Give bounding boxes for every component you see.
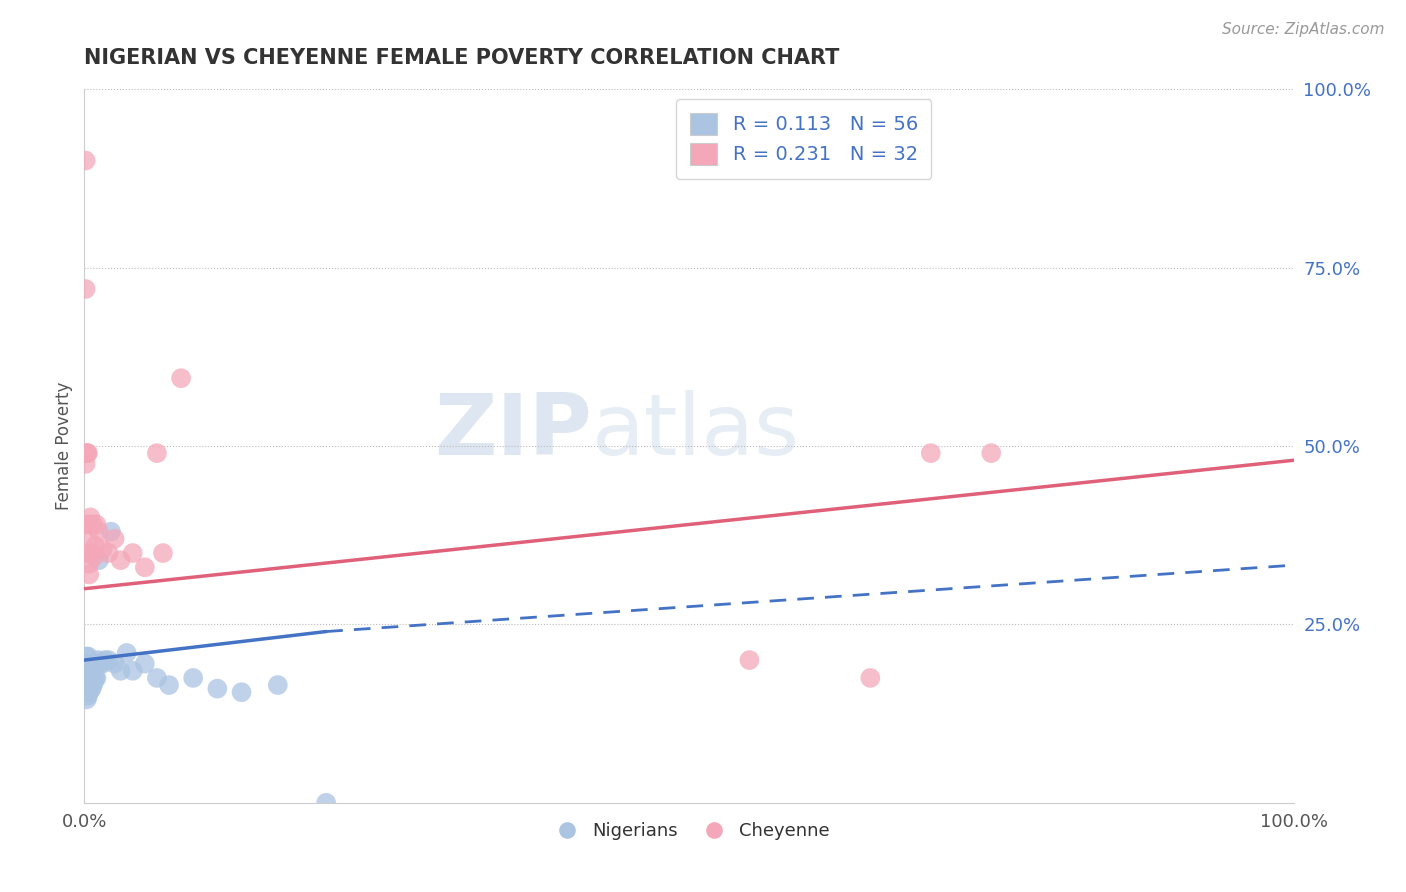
- Point: [79, 510, 101, 524]
- Point: [86, 671, 108, 685]
- Point: [100, 524, 122, 539]
- Point: [75, 671, 97, 685]
- Point: [75, 667, 97, 681]
- Point: [80, 681, 103, 696]
- Point: [77, 649, 100, 664]
- Point: [104, 657, 127, 671]
- Point: [77, 667, 100, 681]
- Point: [76, 517, 98, 532]
- Point: [91, 542, 114, 557]
- Point: [82, 671, 104, 685]
- Point: [83, 664, 105, 678]
- Point: [86, 653, 108, 667]
- Point: [121, 664, 143, 678]
- Point: [77, 664, 100, 678]
- Point: [181, 671, 204, 685]
- Point: [79, 681, 101, 696]
- Point: [146, 446, 169, 460]
- Point: [97, 546, 120, 560]
- Point: [110, 553, 132, 567]
- Point: [80, 546, 103, 560]
- Point: [77, 678, 100, 692]
- Point: [76, 657, 98, 671]
- Point: [77, 446, 100, 460]
- Point: [738, 653, 761, 667]
- Point: [76, 671, 98, 685]
- Point: [76, 678, 98, 692]
- Point: [79, 671, 101, 685]
- Point: [94, 653, 117, 667]
- Text: atlas: atlas: [592, 390, 800, 474]
- Point: [79, 517, 101, 532]
- Point: [75, 153, 97, 168]
- Point: [87, 524, 110, 539]
- Point: [157, 678, 180, 692]
- Point: [84, 660, 107, 674]
- Point: [77, 685, 100, 699]
- Point: [152, 546, 174, 560]
- Point: [77, 689, 100, 703]
- Point: [75, 457, 97, 471]
- Point: [115, 646, 138, 660]
- Point: [110, 664, 132, 678]
- Text: NIGERIAN VS CHEYENNE FEMALE POVERTY CORRELATION CHART: NIGERIAN VS CHEYENNE FEMALE POVERTY CORR…: [84, 48, 839, 68]
- Point: [980, 446, 1002, 460]
- Point: [82, 664, 104, 678]
- Point: [76, 685, 98, 699]
- Point: [76, 446, 98, 460]
- Point: [86, 517, 108, 532]
- Point: [104, 532, 127, 546]
- Point: [77, 546, 100, 560]
- Text: ZIP: ZIP: [434, 390, 592, 474]
- Point: [859, 671, 882, 685]
- Point: [83, 549, 105, 564]
- Point: [82, 517, 104, 532]
- Point: [146, 671, 169, 685]
- Point: [920, 446, 942, 460]
- Point: [170, 371, 193, 385]
- Point: [76, 446, 98, 460]
- Point: [75, 681, 97, 696]
- Point: [75, 660, 97, 674]
- Point: [83, 674, 105, 689]
- Point: [75, 674, 97, 689]
- Point: [231, 685, 253, 699]
- Point: [87, 553, 110, 567]
- Point: [76, 649, 98, 664]
- Point: [77, 674, 100, 689]
- Point: [79, 664, 101, 678]
- Point: [84, 671, 107, 685]
- Point: [315, 796, 337, 810]
- Text: Source: ZipAtlas.com: Source: ZipAtlas.com: [1222, 22, 1385, 37]
- Point: [76, 692, 98, 706]
- Point: [97, 653, 120, 667]
- Point: [86, 657, 108, 671]
- Point: [82, 678, 104, 692]
- Point: [75, 678, 97, 692]
- Point: [77, 567, 100, 582]
- Point: [80, 667, 103, 681]
- Point: [80, 674, 103, 689]
- Point: [77, 671, 100, 685]
- Point: [207, 681, 229, 696]
- Legend: Nigerians, Cheyenne: Nigerians, Cheyenne: [541, 815, 837, 847]
- Point: [77, 557, 100, 571]
- Point: [75, 282, 97, 296]
- Point: [77, 678, 100, 692]
- Point: [84, 539, 107, 553]
- Point: [134, 560, 156, 574]
- Point: [75, 664, 97, 678]
- Point: [121, 546, 143, 560]
- Point: [134, 657, 156, 671]
- Point: [91, 657, 114, 671]
- Y-axis label: Female Poverty: Female Poverty: [55, 382, 73, 510]
- Point: [267, 678, 290, 692]
- Point: [89, 657, 111, 671]
- Point: [77, 532, 100, 546]
